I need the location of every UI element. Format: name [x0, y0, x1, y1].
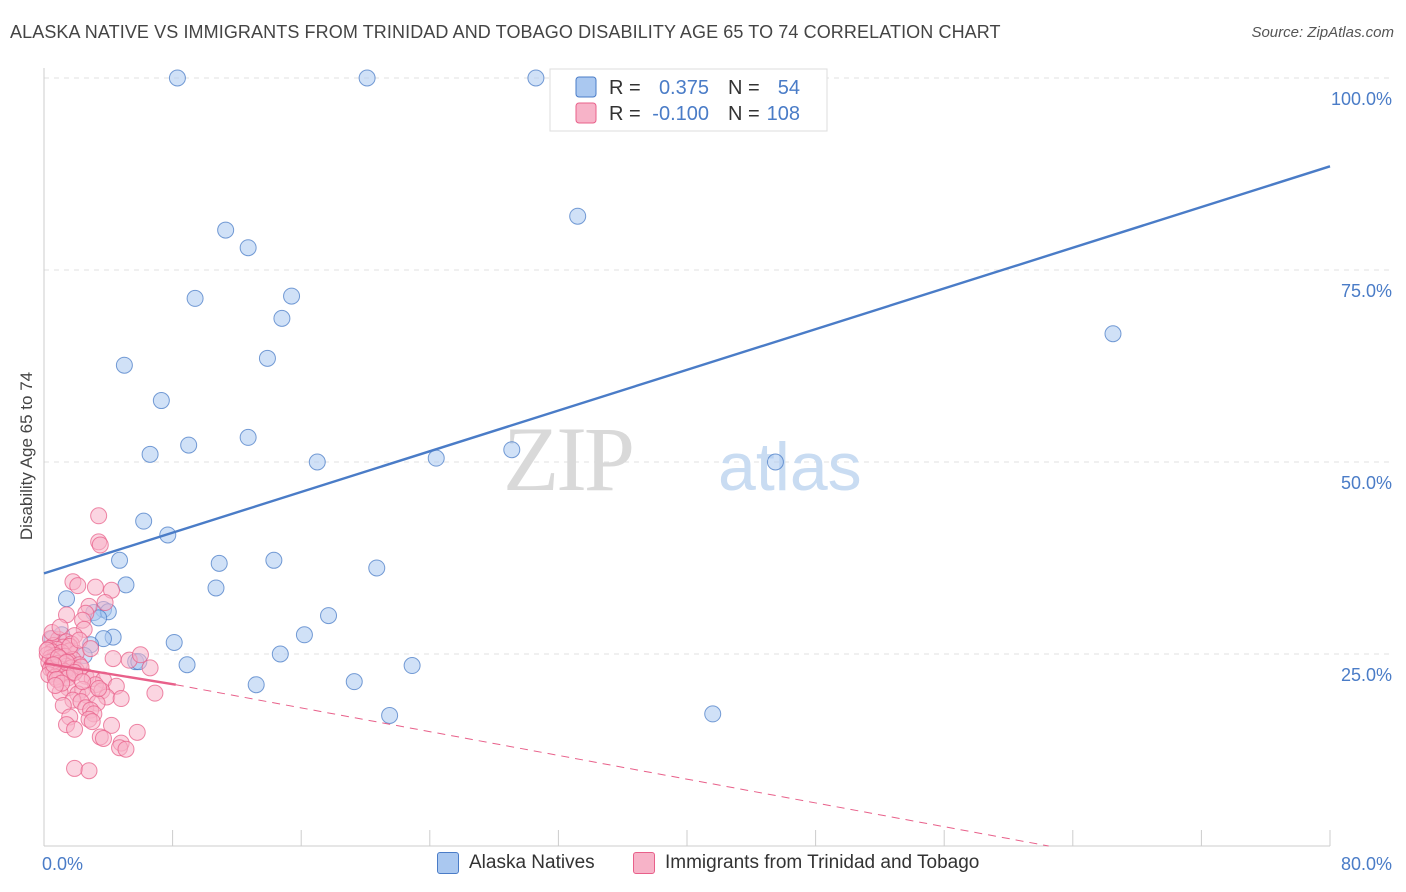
trinidad-tobago-point [104, 650, 122, 668]
grid-lines [44, 77, 1392, 655]
alaska-native-point [141, 445, 159, 463]
alaska-native-point [368, 559, 386, 577]
alaska-native-point [403, 657, 421, 675]
bottom-legend-alaska: Alaska Natives [437, 852, 595, 874]
alaska-native-point [135, 512, 153, 530]
top-legend: R = 0.375 N = 54 R = -0.100 N = 108 [549, 68, 828, 132]
trinidad-tobago-point [86, 578, 104, 596]
trinidad-tobago-point [117, 740, 135, 758]
alaska-native-point [381, 706, 399, 724]
y-axis-label: Disability Age 65 to 74 [17, 372, 36, 540]
alaska-native-point [271, 645, 289, 663]
legend-r-label-trinidad: R = [609, 103, 641, 125]
alaska-native-point [569, 207, 587, 225]
alaska-native-point [117, 576, 135, 594]
trinidad-tobago-point [46, 676, 64, 694]
alaska-native-point [258, 349, 276, 367]
alaska-native-point [427, 449, 445, 467]
legend-swatch-alaska [575, 76, 597, 98]
alaska-native-point [345, 673, 363, 691]
legend-r-label-alaska: R = [609, 77, 641, 99]
legend-n-label-trinidad: N = [728, 103, 760, 125]
bottom-legend-label-trinidad: Immigrants from Trinidad and Tobago [665, 852, 980, 873]
bottom-legend-swatch-trinidad [633, 852, 655, 874]
trinidad-tobago-point [80, 762, 98, 780]
y-tick-label: 50.0% [1341, 473, 1392, 493]
trinidad-tobago-point [131, 646, 149, 664]
trinidad-tobago-point [103, 716, 121, 734]
trinidad-tobago-point [70, 631, 88, 649]
trinidad-tobago-point [91, 536, 109, 554]
trend-line-alaska [43, 165, 1331, 575]
alaska-native-point [207, 579, 225, 597]
trinidad-tobago-point [146, 684, 164, 702]
alaska-native-point [273, 309, 291, 327]
chart-title: ALASKA NATIVE VS IMMIGRANTS FROM TRINIDA… [10, 22, 1001, 42]
legend-r-value-trinidad: -0.100 [652, 103, 709, 125]
trinidad-tobago-point [82, 640, 100, 658]
y-tick-label: 25.0% [1341, 665, 1392, 685]
legend-n-value-trinidad: 108 [767, 103, 800, 125]
trinidad-tobago-point [83, 713, 101, 731]
trinidad-tobago-point [90, 507, 108, 525]
y-tick-label: 75.0% [1341, 281, 1392, 301]
alaska-native-point [210, 554, 228, 572]
trinidad-tobago-point [128, 723, 146, 741]
trend-line-trinidad [175, 684, 1049, 847]
alaska-native-point [168, 69, 186, 87]
alaska-native-point [180, 436, 198, 454]
alaska-native-point [217, 221, 235, 239]
alaska-native-point [358, 69, 376, 87]
x-tick-label: 80.0% [1341, 854, 1392, 874]
trinidad-tobago-point [66, 759, 84, 777]
alaska-native-point [152, 392, 170, 410]
tick-labels: 25.0% 50.0% 75.0% 100.0% 0.0% 80.0% [42, 89, 1392, 874]
alaska-native-point [115, 356, 133, 374]
alaska-native-point [1104, 325, 1122, 343]
bottom-legend-swatch-alaska [437, 852, 459, 874]
trinidad-tobago-point [74, 673, 92, 691]
watermark: ZIP atlas [503, 408, 862, 510]
axes [43, 68, 1331, 847]
alaska-native-point [178, 656, 196, 674]
trinidad-tobago-point [66, 720, 84, 738]
alaska-native-point [503, 441, 521, 459]
alaska-native-point [527, 69, 545, 87]
alaska-native-point [58, 590, 76, 608]
legend-swatch-trinidad [575, 102, 597, 124]
watermark-zip: ZIP [503, 408, 632, 510]
alaska-native-point [265, 551, 283, 569]
trinidad-tobago-point [96, 594, 114, 612]
alaska-native-point [283, 287, 301, 305]
alaska-native-point [111, 551, 129, 569]
alaska-native-point [320, 607, 338, 625]
trend-lines [43, 165, 1331, 847]
alaska-native-point [295, 626, 313, 644]
bottom-legend-trinidad: Immigrants from Trinidad and Tobago [633, 852, 979, 874]
alaska-native-point [308, 453, 326, 471]
trinidad-tobago-point [90, 680, 108, 698]
trinidad-tobago-point [141, 659, 159, 677]
legend-r-value-alaska: 0.375 [659, 77, 709, 99]
alaska-native-point [704, 705, 722, 723]
watermark-atlas: atlas [718, 429, 862, 505]
trinidad-tobago-point [94, 729, 112, 747]
trend-line-trinidad [43, 662, 177, 686]
alaska-native-point [165, 633, 183, 651]
trinidad-tobago-point [112, 690, 130, 708]
legend-n-label-alaska: N = [728, 77, 760, 99]
alaska-native-point [186, 289, 204, 307]
alaska-native-point [239, 239, 257, 257]
bottom-legend-label-alaska: Alaska Natives [469, 852, 595, 873]
x-tick-label: 0.0% [42, 854, 83, 874]
trinidad-tobago-point [69, 577, 87, 595]
alaska-native-point [247, 676, 265, 694]
alaska-native-point [766, 453, 784, 471]
y-tick-label: 100.0% [1331, 89, 1392, 109]
trinidad-tobago-point [51, 618, 69, 636]
legend-n-value-alaska: 54 [778, 77, 800, 99]
source-label: Source: ZipAtlas.com [1251, 24, 1394, 41]
alaska-native-point [239, 428, 257, 446]
